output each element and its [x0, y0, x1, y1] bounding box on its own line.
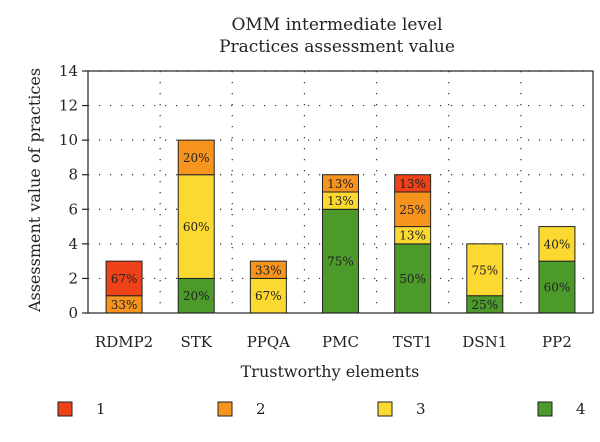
bar-label-rdmp2-series-2: 33% — [111, 298, 138, 312]
y-tick-label-2: 4 — [68, 235, 78, 253]
bar-label-stk-series-2: 20% — [183, 151, 210, 165]
x-tick-label-dsn1: DSN1 — [462, 333, 507, 351]
axes — [87, 70, 594, 314]
bar-tst1-series-1 — [394, 174, 432, 193]
legend-label-4: 4 — [576, 400, 586, 418]
y-tick-label-7: 14 — [59, 62, 78, 80]
x-tick-label-pmc: PMC — [322, 333, 359, 351]
bar-tst1-series-2 — [394, 191, 432, 228]
y-ticks: 0 2 4 6 8 10 12 14 — [59, 62, 88, 322]
x-tick-label-rdmp2: RDMP2 — [95, 333, 153, 351]
bar-tst1-series-4 — [394, 243, 432, 314]
bar-label-tst1-series-3: 13% — [399, 229, 426, 243]
bar-pmc-series-2 — [322, 174, 359, 193]
y-tick-label-6: 12 — [59, 97, 78, 115]
legend-swatch-2 — [217, 401, 233, 417]
bar-label-tst1-series-2: 25% — [399, 203, 426, 217]
legend-label-3: 3 — [416, 400, 426, 418]
bar-label-pp2-series-3: 40% — [544, 237, 571, 251]
bar-label-tst1-series-4: 50% — [399, 272, 426, 286]
bar-label-pp2-series-4: 60% — [544, 281, 571, 295]
bar-label-ppqa-series-3: 67% — [255, 289, 282, 303]
chart-title-line-2: Practices assessment value — [219, 37, 455, 57]
x-tick-label-tst1: TST1 — [393, 333, 433, 351]
y-tick-label-3: 6 — [68, 200, 78, 218]
bar-label-rdmp2-series-1: 67% — [111, 272, 138, 286]
bar-label-stk-series-3: 60% — [183, 220, 210, 234]
x-tick-label-pp2: PP2 — [542, 333, 572, 351]
bar-dsn1-series-3 — [466, 243, 504, 297]
bar-label-pmc-series-2: 13% — [327, 177, 354, 191]
legend-label-1: 1 — [96, 400, 106, 418]
bar-label-pmc-series-4: 75% — [327, 255, 354, 269]
plot-frame — [87, 70, 594, 314]
bar-ppqa-series-2 — [249, 260, 287, 279]
bar-label-dsn1-series-4: 25% — [471, 298, 498, 312]
y-axis-label: Assessment value of practices — [25, 68, 44, 313]
legend: 1 2 3 4 — [57, 400, 586, 418]
y-tick-label-4: 8 — [68, 166, 78, 184]
y-tick-label-1: 2 — [68, 269, 78, 287]
x-tick-label-ppqa: PPQA — [247, 333, 290, 351]
bar-pp2-series-3 — [538, 226, 576, 262]
x-tick-label-stk: STK — [180, 333, 212, 351]
y-tick-label-0: 0 — [68, 304, 78, 322]
bars: 33% 67% 20% 60% 20% 67% 33% 75% 13% 13% 50% 13% 25% 1… — [105, 139, 576, 314]
legend-swatch-3 — [377, 401, 393, 417]
legend-label-2: 2 — [256, 400, 266, 418]
bar-stk-series-2 — [177, 139, 215, 176]
legend-swatch-1 — [57, 401, 73, 417]
bar-label-dsn1-series-3: 75% — [471, 263, 498, 277]
grid — [88, 70, 593, 313]
bar-label-pmc-series-3: 13% — [327, 194, 354, 208]
bar-label-stk-series-4: 20% — [183, 289, 210, 303]
bar-pp2-series-4 — [538, 260, 576, 314]
x-ticks: RDMP2 STK PPQA PMC TST1 DSN1 PP2 — [95, 333, 572, 351]
legend-swatch-4 — [537, 401, 553, 417]
y-tick-label-5: 10 — [59, 131, 78, 149]
bar-rdmp2-series-1 — [105, 260, 143, 297]
bar-label-ppqa-series-2: 33% — [255, 263, 282, 277]
chart-title-line-1: OMM intermediate level — [231, 15, 442, 35]
x-axis-label: Trustworthy elements — [241, 362, 420, 381]
bar-label-tst1-series-1: 13% — [399, 177, 426, 191]
